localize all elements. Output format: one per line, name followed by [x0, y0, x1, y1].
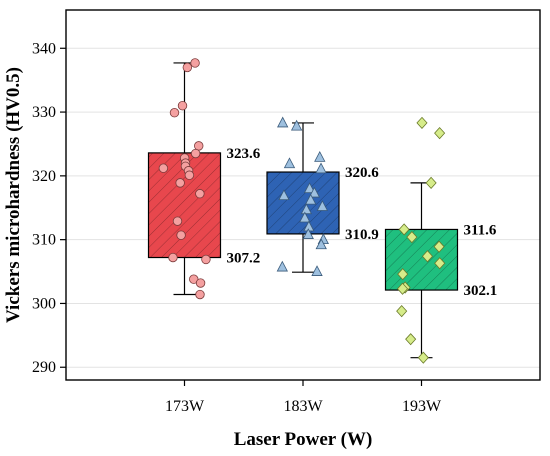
- data-point-173w: [177, 100, 188, 111]
- data-point-183w: [290, 119, 303, 131]
- data-point-193w: [417, 351, 429, 364]
- data-point-183w: [303, 182, 316, 194]
- axes: 290 300 310 320 330 340 173W 183W 193W: [32, 40, 442, 415]
- data-point-173w: [175, 178, 185, 188]
- data-point-173w: [172, 216, 183, 226]
- data-point-183w: [308, 186, 321, 198]
- box-hatch-183w: [267, 172, 339, 234]
- data-point-183w: [314, 151, 326, 162]
- data-point-173w: [184, 170, 195, 180]
- box-outline-173w: [147, 152, 222, 259]
- data-point-183w: [311, 265, 323, 276]
- y-tick-label: 300: [32, 295, 56, 312]
- data-point-193w: [433, 240, 445, 253]
- data-point-173w: [169, 108, 180, 118]
- data-point-173w: [190, 58, 200, 68]
- y-tick-label: 340: [32, 40, 56, 57]
- data-point-173w: [195, 289, 205, 300]
- q3-label-183w: 320.6: [345, 165, 379, 181]
- data-point-173w: [158, 163, 169, 173]
- data-point-193w: [396, 305, 408, 318]
- x-tick-label: 183W: [283, 398, 323, 415]
- data-point-173w: [195, 278, 206, 288]
- data-point-193w: [421, 250, 433, 263]
- data-point-183w: [316, 200, 329, 211]
- data-point-173w: [176, 230, 186, 240]
- data-point-193w: [434, 127, 446, 140]
- y-tick-label: 290: [32, 359, 56, 376]
- x-tick-label: 193W: [402, 398, 442, 415]
- data-point-183w: [277, 116, 289, 128]
- data-point-183w: [283, 157, 296, 169]
- y-tick-label: 330: [32, 104, 56, 121]
- box-labels: 323.6 307.2 320.6 310.9 311.6 302.1: [227, 146, 498, 299]
- data-point-173w: [182, 62, 193, 73]
- q1-label-183w: 310.9: [345, 227, 379, 243]
- q1-label-193w: 302.1: [464, 283, 498, 299]
- data-points: [158, 58, 446, 364]
- data-point-183w: [276, 260, 288, 272]
- data-point-183w: [315, 238, 327, 250]
- q3-label-193w: 311.6: [464, 222, 497, 238]
- x-axis-title: Laser Power (W): [234, 429, 373, 450]
- data-point-183w: [302, 228, 314, 239]
- box-outline-193w: [384, 228, 459, 291]
- data-point-183w: [300, 203, 313, 215]
- box-hatch-193w: [385, 229, 458, 291]
- y-tick-label: 320: [32, 168, 56, 185]
- data-point-183w: [299, 211, 311, 223]
- q1-label-173w: 307.2: [227, 251, 261, 267]
- data-point-183w: [305, 193, 317, 205]
- box-outline-183w: [266, 171, 340, 235]
- y-axis-title: Vickers microhardness (HV0.5): [3, 67, 24, 323]
- data-point-183w: [315, 162, 327, 174]
- data-point-193w: [416, 116, 428, 130]
- y-tick-label: 310: [32, 232, 56, 249]
- data-point-183w: [278, 189, 290, 201]
- data-point-193w: [396, 282, 409, 295]
- data-point-193w: [397, 268, 409, 281]
- data-point-193w: [406, 231, 418, 244]
- x-tick-label: 173W: [165, 398, 205, 415]
- data-point-193w: [405, 333, 417, 346]
- data-point-193w: [434, 257, 446, 270]
- data-point-173w: [201, 254, 211, 265]
- data-point-193w: [425, 176, 437, 189]
- data-point-173w: [168, 252, 178, 263]
- data-point-173w: [190, 148, 201, 159]
- data-point-193w: [398, 223, 410, 236]
- data-point-173w: [195, 189, 205, 199]
- q3-label-173w: 323.6: [227, 146, 261, 162]
